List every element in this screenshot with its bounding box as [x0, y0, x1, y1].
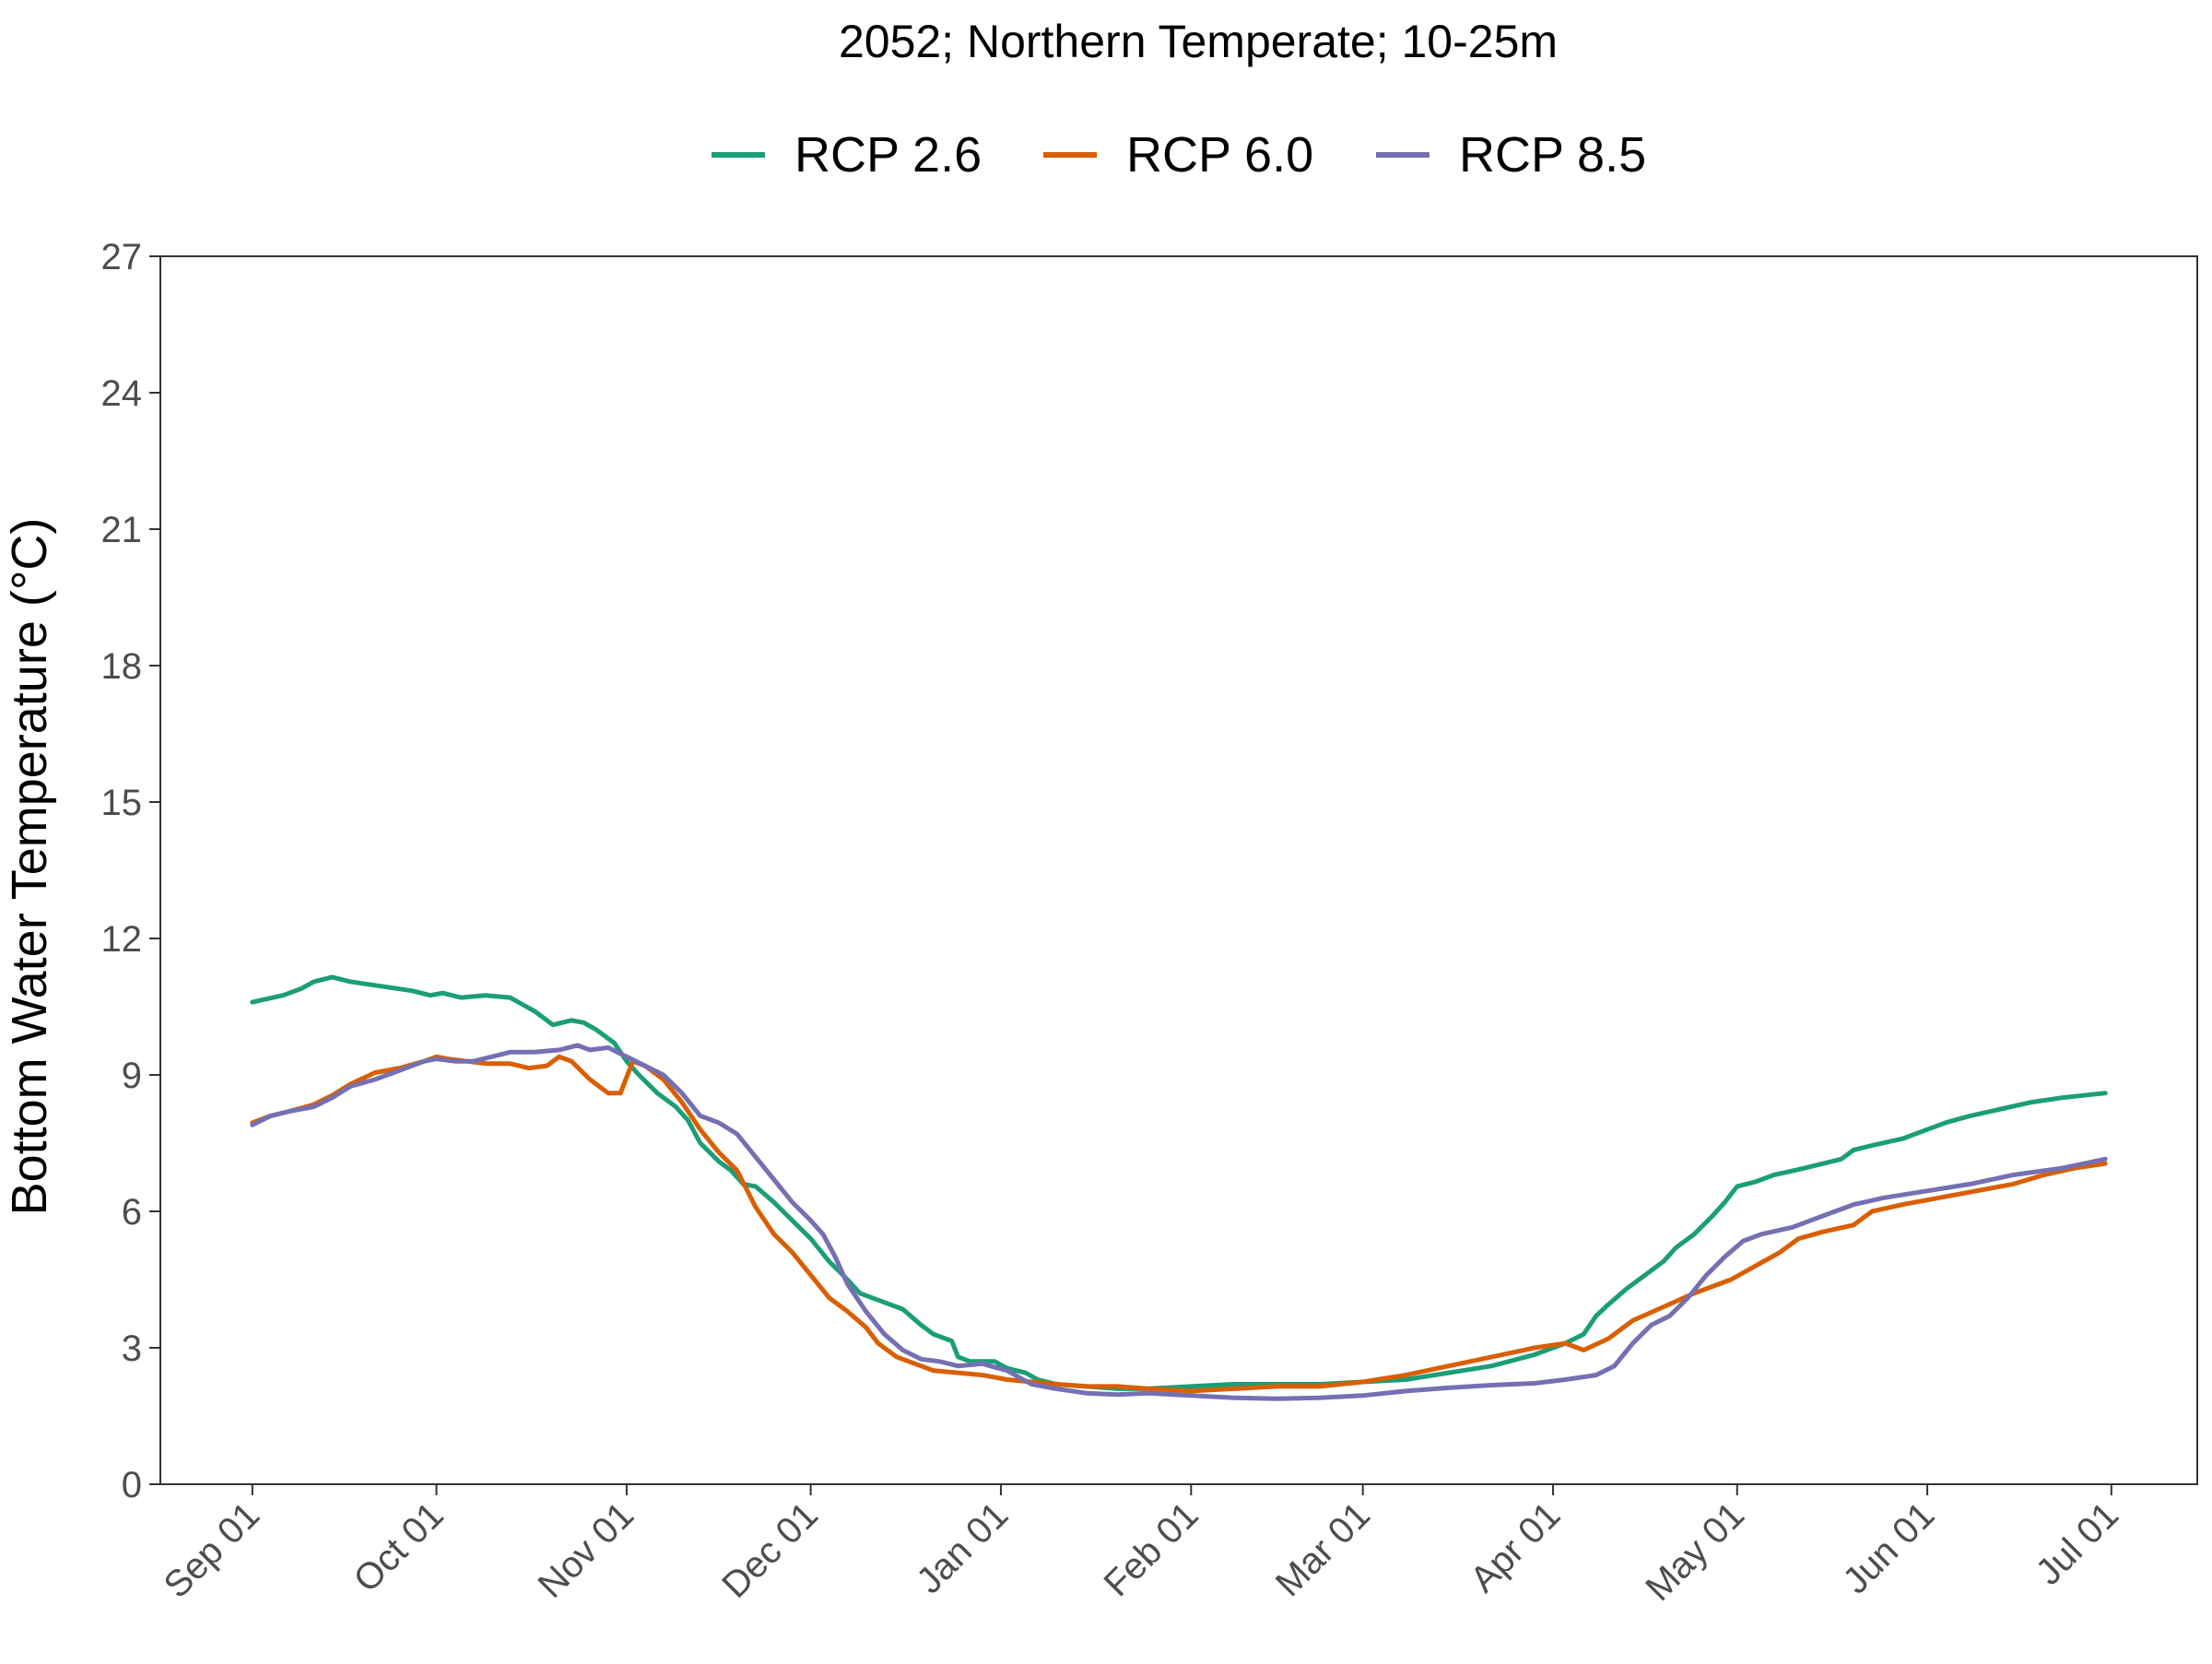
y-tick-label: 27	[101, 237, 143, 277]
y-tick-label: 6	[122, 1192, 142, 1233]
series-line-1	[250, 974, 2108, 1391]
legend-label-2: RCP 6.0	[1126, 127, 1313, 183]
legend-label-1: RCP 2.6	[794, 127, 982, 183]
plot-panel-border	[159, 255, 2198, 1485]
legend: RCP 2.6 RCP 6.0 RCP 8.5	[712, 127, 1646, 183]
y-tick-label: 24	[101, 373, 143, 414]
y-tick-label: 15	[101, 783, 143, 823]
chart-title: 2052; Northern Temperate; 10-25m	[839, 16, 1558, 67]
y-tick-label: 12	[101, 919, 143, 960]
y-tick-label: 0	[122, 1465, 142, 1505]
y-tick-label: 3	[122, 1328, 142, 1369]
series-line-3	[250, 1043, 2108, 1401]
y-axis-label: Bottom Water Temperature (°C)	[2, 518, 57, 1216]
y-axis: 0 3 6 9 12 15 18 21 24 27	[101, 237, 160, 1505]
series-line-2	[250, 1054, 2108, 1394]
legend-label-3: RCP 8.5	[1459, 127, 1646, 183]
y-tick-label: 9	[122, 1056, 142, 1096]
y-tick-label: 21	[101, 510, 143, 550]
y-tick-label: 18	[101, 646, 143, 687]
series-lines	[250, 974, 2108, 1401]
